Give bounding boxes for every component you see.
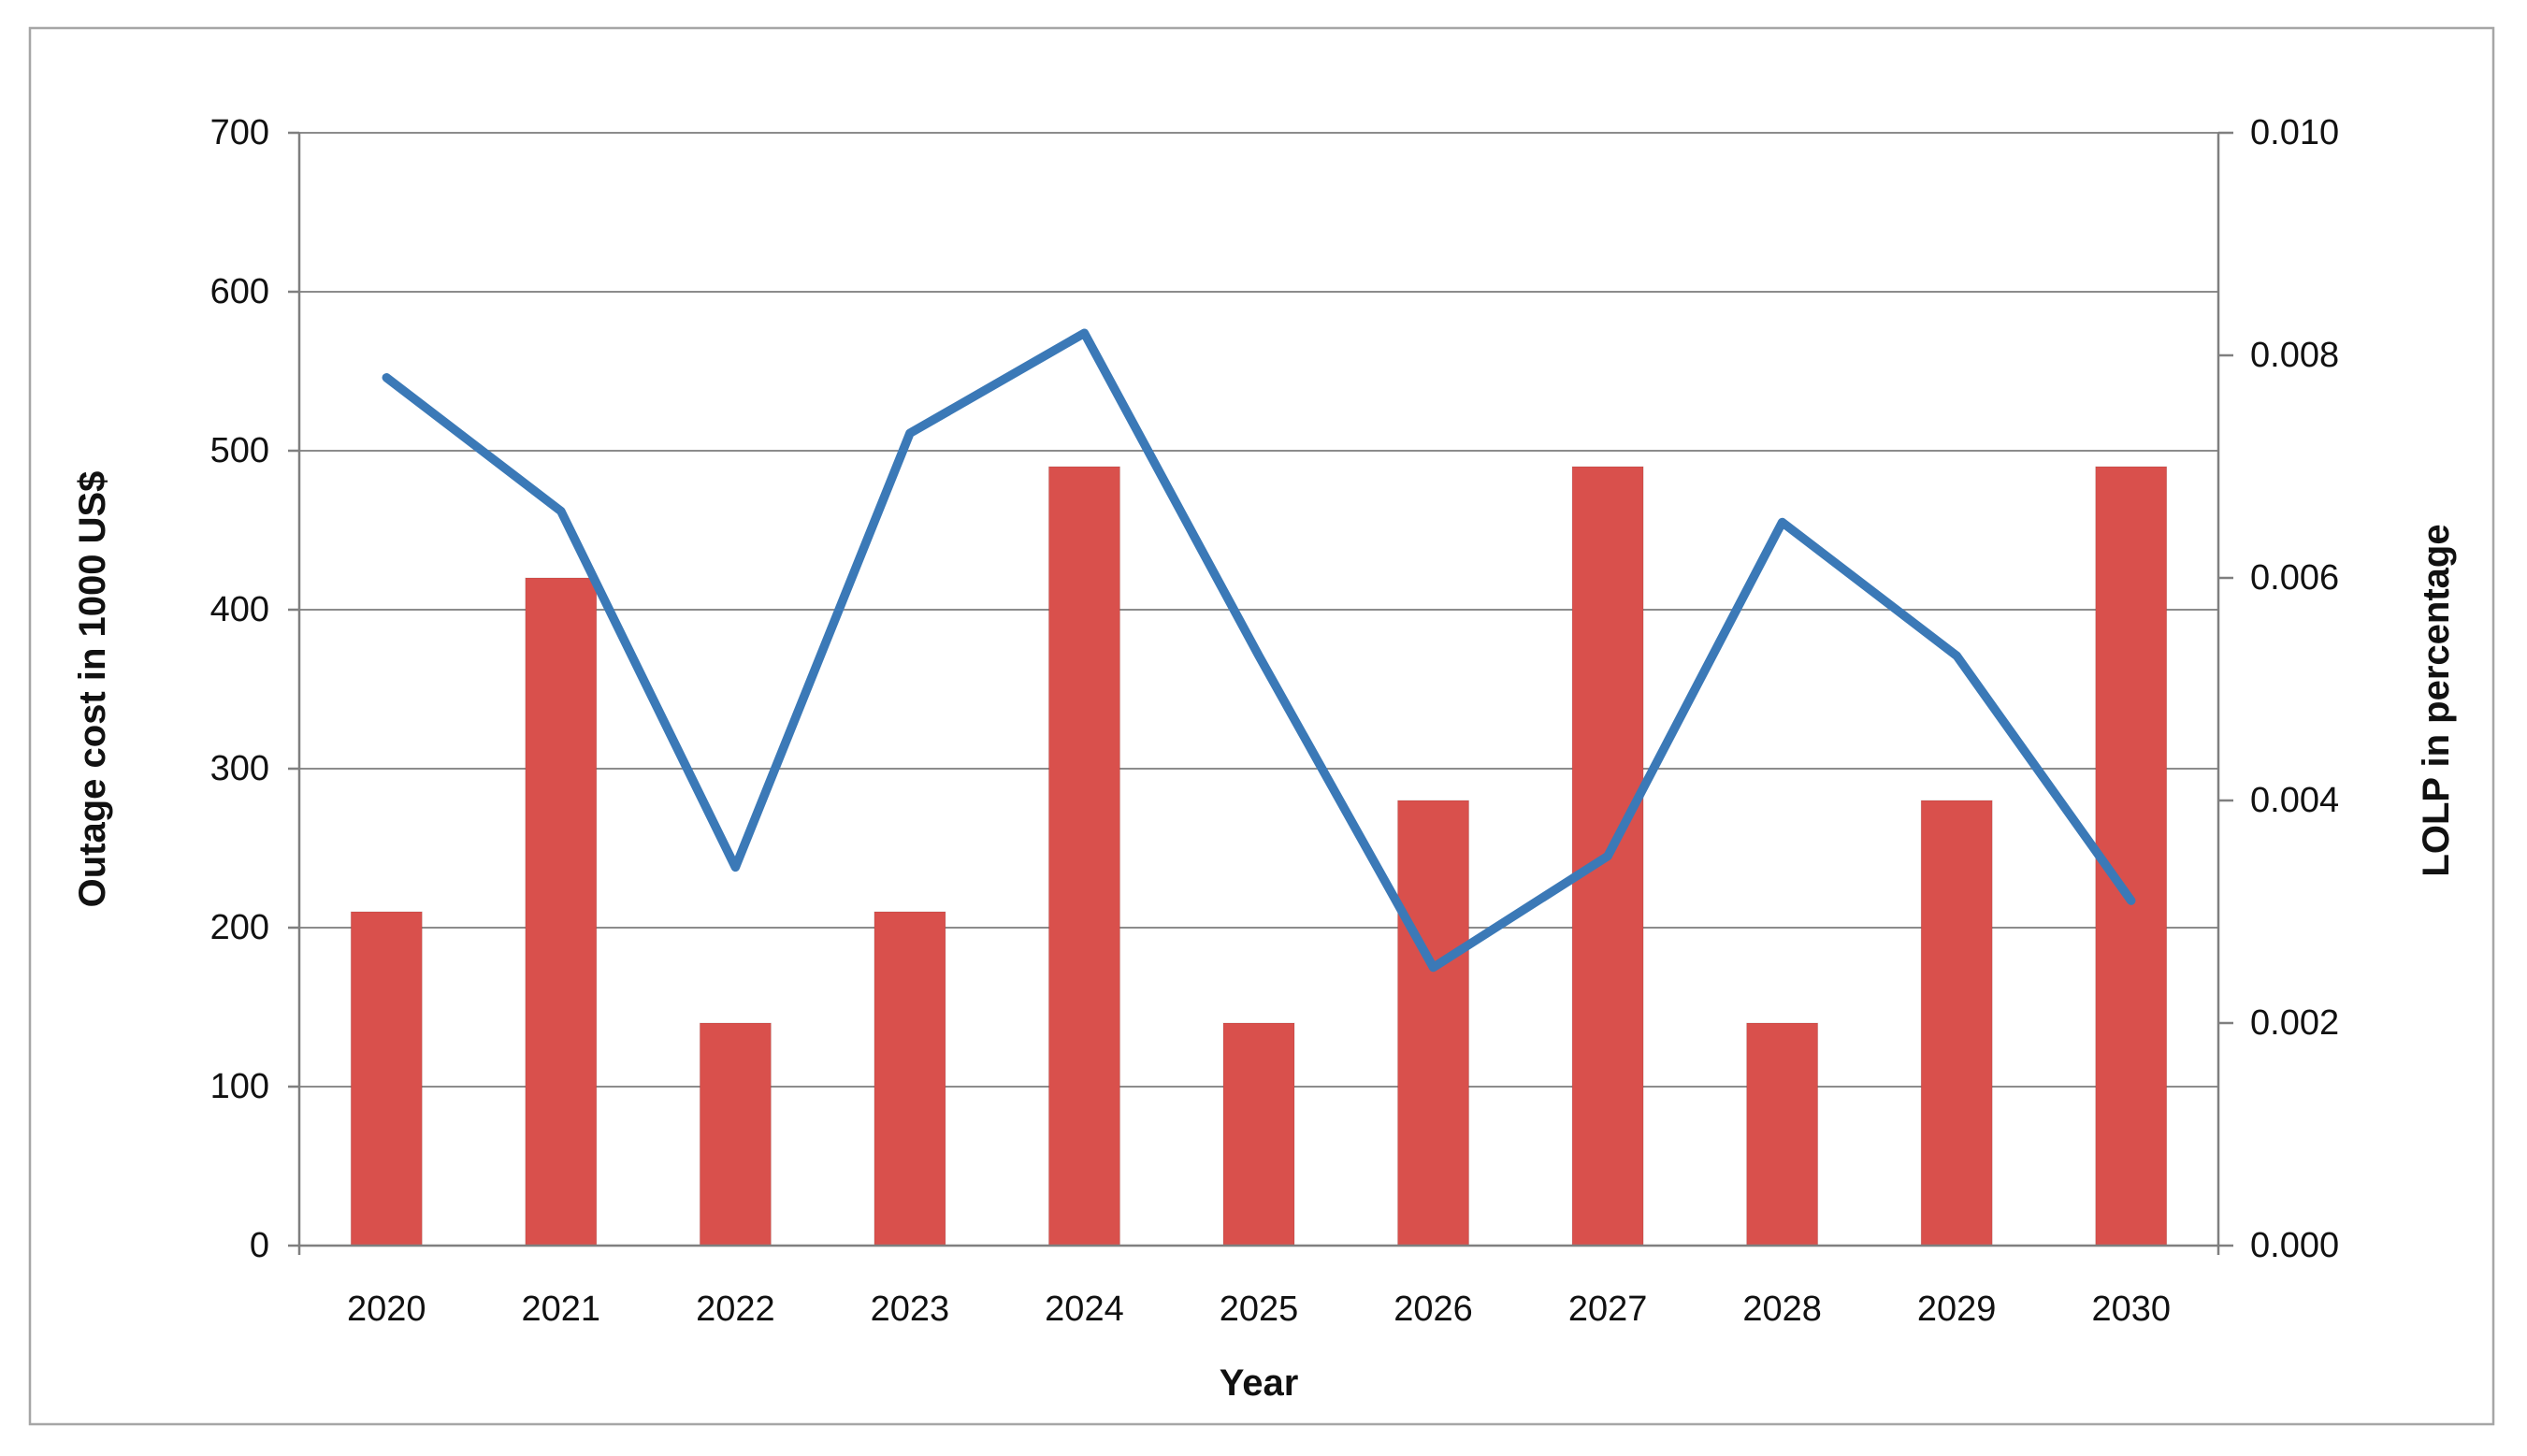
left-axis-tick-label: 600	[210, 272, 269, 311]
bar-2029	[1920, 800, 1993, 1247]
right-axis-title: LOLP in percentage	[2416, 524, 2457, 876]
x-axis-tick-label: 2022	[696, 1290, 775, 1329]
left-axis-tick-labels: 0 100 200 300 400 500 600 700	[210, 113, 299, 1265]
lolp-line	[382, 328, 2136, 973]
left-axis-tick-label: 500	[210, 431, 269, 470]
left-axis-tick-label: 100	[210, 1067, 269, 1106]
x-axis-title: Year	[1220, 1362, 1299, 1404]
axes	[297, 133, 2220, 1255]
right-axis-tick-label: 0.010	[2250, 113, 2339, 152]
right-axis-tick-label: 0.008	[2250, 336, 2339, 375]
bar-2028	[1746, 1022, 1819, 1247]
x-axis-tick-label: 2023	[871, 1290, 950, 1329]
bar-2021	[525, 577, 598, 1247]
left-axis-title: Outage cost in 1000 US$	[72, 471, 113, 908]
left-axis-tick-label: 300	[210, 749, 269, 788]
bar-2022	[699, 1022, 772, 1247]
x-axis-tick-label: 2028	[1742, 1290, 1822, 1329]
bar-2023	[874, 911, 946, 1247]
right-axis-tick-label: 0.002	[2250, 1003, 2339, 1043]
x-axis-tick-label: 2027	[1568, 1290, 1648, 1329]
bar-series	[350, 466, 2168, 1247]
bar-2024	[1047, 466, 1120, 1247]
figure-border	[28, 26, 2495, 1426]
x-axis-tick-label: 2026	[1393, 1290, 1473, 1329]
bar-2030	[2095, 466, 2168, 1247]
left-axis-tick-label: 400	[210, 590, 269, 629]
left-axis-tick-label: 0	[250, 1226, 269, 1265]
bar-2020	[350, 911, 423, 1247]
left-axis-tick-label: 700	[210, 113, 269, 152]
x-axis-tick-label: 2021	[522, 1290, 601, 1329]
x-axis-tick-labels: 2020 2021 2022 2023 2024 2025 2026 2027 2028 2029…	[347, 1290, 2171, 1329]
x-axis-tick-label: 2025	[1220, 1290, 1299, 1329]
right-axis-tick-label: 0.000	[2250, 1226, 2339, 1265]
right-axis-tick-label: 0.004	[2250, 781, 2339, 820]
x-axis-tick-label: 2029	[1917, 1290, 1997, 1329]
right-axis-tick-labels: 0.000 0.002 0.004 0.006 0.008 0.010	[2218, 113, 2339, 1265]
bar-2025	[1222, 1022, 1295, 1247]
bar-2026	[1397, 800, 1470, 1247]
right-axis-tick-label: 0.006	[2250, 558, 2339, 598]
left-axis-tick-label: 200	[210, 908, 269, 947]
x-axis-tick-label: 2024	[1045, 1290, 1124, 1329]
x-axis-tick-label: 2020	[347, 1290, 426, 1329]
x-axis-tick-label: 2030	[2091, 1290, 2171, 1329]
